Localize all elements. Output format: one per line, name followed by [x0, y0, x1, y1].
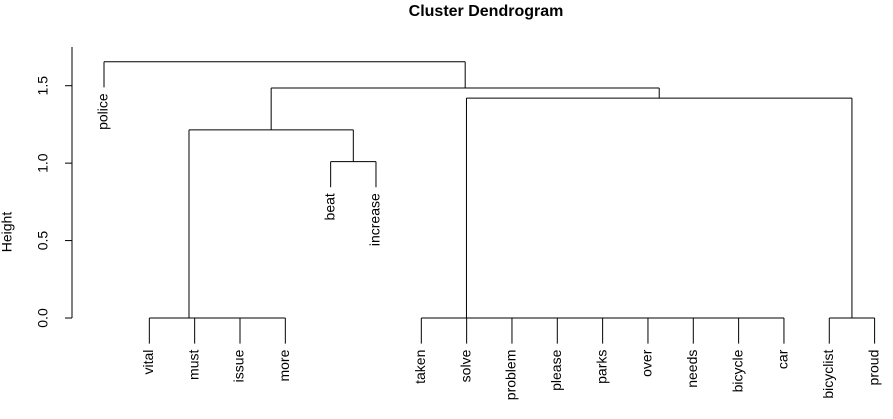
leaf-label: vital [140, 350, 156, 375]
y-tick-label: 0.0 [35, 308, 51, 328]
leaf-label: more [276, 349, 292, 381]
chart-title: Cluster Dendrogram [409, 3, 564, 20]
leaf-label: issue [231, 349, 247, 382]
leaf-label: over [639, 349, 655, 377]
leaf-label: solve [457, 349, 473, 382]
leaf-label: must [185, 350, 201, 380]
leaf-label: beat [321, 193, 337, 220]
y-tick-label: 1.0 [35, 153, 51, 173]
y-axis-label: Height [0, 212, 15, 253]
leaf-label: problem [503, 350, 519, 401]
leaf-label: needs [684, 350, 700, 388]
leaf-label: parks [593, 350, 609, 384]
y-tick-label: 0.5 [35, 231, 51, 251]
leaf-label: bicyclist [820, 350, 836, 399]
leaf-label: increase [367, 193, 383, 246]
leaf-label: taken [412, 350, 428, 384]
leaf-label: bicycle [729, 349, 745, 392]
leaf-label: car [775, 349, 791, 369]
y-tick-label: 1.5 [35, 76, 51, 96]
leaf-label: please [548, 349, 564, 390]
leaf-label: proud [865, 350, 881, 386]
leaf-label: police [95, 93, 111, 130]
